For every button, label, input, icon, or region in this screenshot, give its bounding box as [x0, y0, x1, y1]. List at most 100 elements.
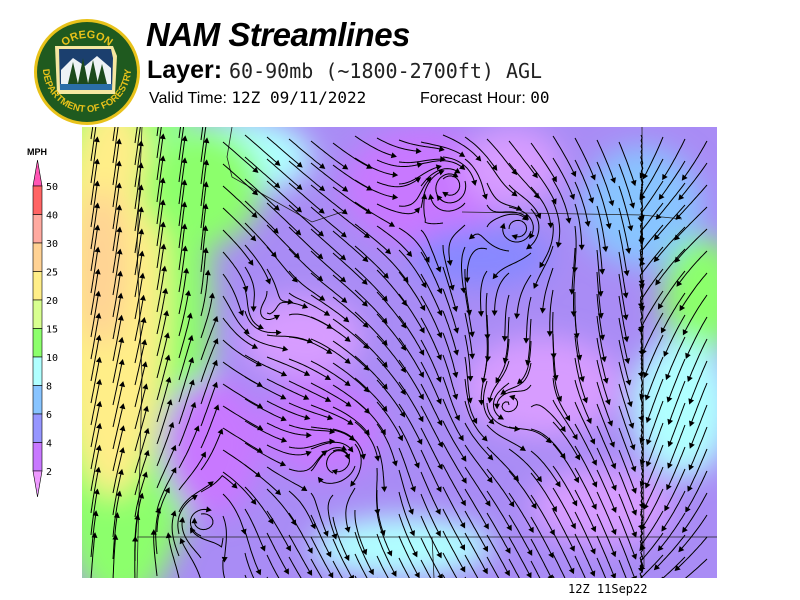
streamline-arrow — [181, 157, 188, 164]
streamline — [677, 536, 708, 568]
streamline-arrow — [324, 374, 331, 381]
streamline — [464, 400, 485, 439]
streamline — [112, 341, 122, 384]
streamline-arrow — [159, 177, 166, 184]
streamline-arrow — [466, 397, 473, 404]
streamline-arrow — [202, 225, 209, 231]
streamline-arrow — [250, 498, 257, 505]
streamline — [420, 168, 457, 187]
streamline — [376, 269, 405, 303]
streamline — [684, 140, 708, 177]
streamline — [134, 299, 144, 342]
streamline-arrow — [536, 475, 542, 483]
streamline-arrow — [304, 414, 311, 421]
streamline-arrow — [142, 471, 148, 478]
streamline — [398, 513, 416, 554]
streamline-arrow — [555, 241, 562, 248]
streamline-arrow — [564, 414, 571, 422]
streamline-arrow — [191, 494, 198, 501]
streamline — [134, 127, 138, 144]
streamline — [667, 336, 686, 376]
streamline — [112, 253, 121, 296]
streamline — [90, 127, 94, 140]
streamline — [489, 360, 510, 399]
streamline — [200, 320, 217, 361]
streamline-arrow — [578, 244, 585, 251]
streamline — [288, 292, 327, 314]
streamline — [310, 447, 343, 472]
streamline — [266, 400, 306, 418]
streamline — [486, 204, 526, 217]
streamline — [687, 470, 708, 509]
streamline-arrow — [506, 524, 512, 531]
streamline-arrow — [460, 287, 467, 294]
streamline-arrow — [643, 371, 649, 379]
streamline-arrow — [509, 394, 516, 401]
streamline — [156, 381, 169, 423]
streamline-arrow — [570, 522, 576, 530]
streamline-arrow — [689, 442, 695, 449]
streamline-arrow — [420, 281, 427, 289]
streamline — [178, 184, 185, 227]
streamline-arrow — [471, 417, 478, 424]
streamline — [156, 138, 164, 181]
forecast-hour: Forecast Hour: 00 — [420, 88, 550, 108]
streamline — [332, 362, 367, 390]
streamline — [376, 137, 417, 152]
streamline-arrow — [247, 259, 254, 266]
streamline — [354, 223, 388, 252]
streamline-arrow — [279, 460, 287, 467]
streamline-arrow — [584, 220, 591, 227]
streamline-arrow — [188, 379, 195, 386]
streamline — [266, 202, 298, 233]
streamline-arrow — [397, 434, 404, 442]
streamline — [90, 449, 100, 492]
streamline-arrow — [113, 512, 120, 519]
streamline-arrow — [415, 147, 422, 154]
streamline-arrow — [260, 545, 266, 552]
streamline-arrow — [482, 545, 488, 552]
streamline-arrow — [251, 343, 259, 349]
streamline — [112, 539, 116, 578]
streamline — [90, 295, 99, 338]
streamline-arrow — [384, 248, 392, 255]
streamline-arrow — [341, 297, 348, 303]
streamline-arrow — [390, 152, 397, 159]
streamline-arrow — [202, 247, 209, 254]
streamline — [222, 163, 255, 193]
legend-swatch — [32, 271, 43, 301]
streamline-arrow — [493, 403, 501, 410]
streamline — [689, 448, 708, 488]
streamline — [464, 312, 473, 355]
streamline — [193, 513, 214, 531]
streamline — [618, 537, 635, 578]
streamline-arrow — [138, 250, 145, 257]
streamline-arrow — [231, 482, 238, 489]
streamline-arrow — [141, 361, 148, 368]
streamline-arrow — [475, 155, 482, 162]
streamline — [508, 536, 530, 575]
streamline — [618, 515, 635, 556]
streamline — [516, 274, 532, 315]
streamline-arrow — [255, 360, 262, 367]
streamline — [669, 380, 686, 421]
streamline-arrow — [530, 502, 537, 510]
streamline-arrow — [414, 462, 420, 469]
streamline-arrow — [170, 510, 177, 517]
streamline — [420, 251, 441, 290]
streamline — [266, 224, 297, 256]
streamline — [354, 289, 385, 321]
streamline — [332, 296, 366, 325]
streamline — [525, 296, 532, 339]
streamline — [134, 454, 148, 496]
streamline — [596, 359, 609, 401]
streamline-arrow — [469, 353, 476, 360]
streamline-arrow — [255, 569, 262, 576]
streamline-arrow — [257, 323, 264, 330]
streamline-arrow — [142, 383, 149, 390]
streamline — [376, 203, 418, 215]
streamline — [112, 319, 122, 362]
streamline-arrow — [682, 329, 689, 336]
streamline-arrow — [200, 451, 206, 458]
streamline — [530, 516, 552, 555]
